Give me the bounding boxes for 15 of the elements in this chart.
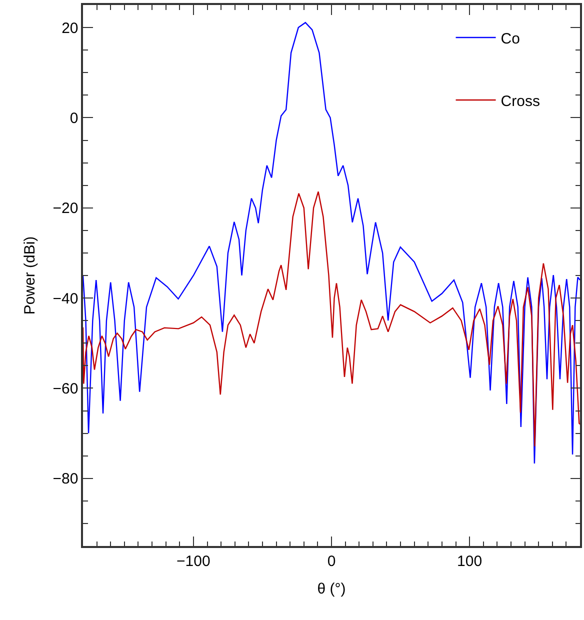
y-axis-title: Power (dBi) [22, 236, 39, 315]
line-series [83, 191, 580, 447]
x-axis-title: θ (°) [317, 580, 346, 598]
x-tick-label: 0 [327, 552, 336, 570]
y-tick-label: −80 [52, 470, 78, 488]
y-tick-label: 0 [70, 110, 78, 127]
line-series [83, 22, 580, 464]
x-tick-label: −100 [176, 552, 210, 570]
y-tick-label: −40 [52, 290, 78, 308]
legend-label: Cross [500, 92, 540, 110]
legend-label: Co [500, 30, 520, 48]
y-tick-label: 20 [62, 20, 78, 37]
y-tick-label: −20 [52, 200, 78, 218]
x-tick-label: 100 [457, 552, 482, 570]
y-tick-label: −60 [52, 380, 78, 398]
